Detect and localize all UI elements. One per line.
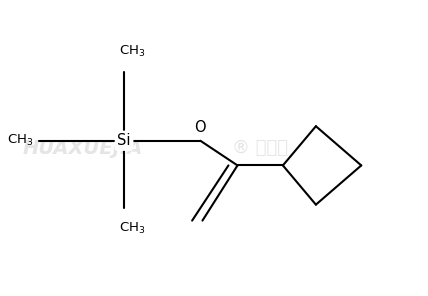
Text: CH$_3$: CH$_3$ — [119, 221, 146, 236]
Text: ® 化学加: ® 化学加 — [232, 139, 288, 157]
Text: CH$_3$: CH$_3$ — [7, 133, 33, 148]
Text: HUAXUEJIA: HUAXUEJIA — [23, 139, 143, 157]
Text: CH$_3$: CH$_3$ — [119, 44, 146, 59]
Text: Si: Si — [117, 133, 131, 148]
Text: O: O — [195, 120, 206, 135]
